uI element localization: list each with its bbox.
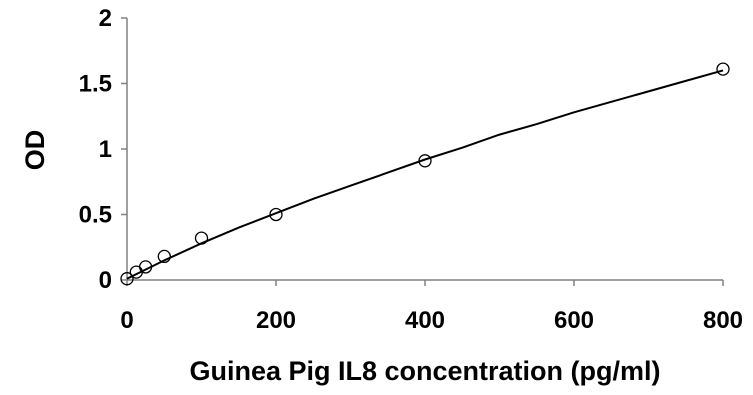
data-point (418, 154, 432, 168)
data-point (157, 249, 171, 264)
ticks: 0 0.5 1 1.5 2 0 200 400 600 800 (79, 5, 743, 334)
x-tick-label: 800 (703, 307, 743, 334)
x-tick-label: 200 (256, 307, 296, 334)
x-tick-label: 600 (554, 307, 594, 334)
trendline-path (126, 69, 724, 280)
x-tick-label: 400 (405, 307, 445, 334)
data-point (138, 260, 153, 274)
y-tick-label: 0.5 (79, 202, 112, 229)
y-tick-label: 1.5 (79, 71, 112, 98)
x-axis-title: Guinea Pig IL8 concentration (pg/ml) (189, 356, 660, 386)
data-point (120, 272, 134, 286)
data-points (120, 62, 730, 286)
y-tick-label: 0 (99, 267, 112, 294)
x-tick-label: 0 (120, 307, 133, 334)
y-axis-title: OD (20, 130, 50, 171)
axes (126, 18, 723, 281)
data-point (269, 207, 283, 222)
trendline (126, 69, 724, 280)
data-point (194, 231, 209, 245)
data-point (716, 62, 730, 76)
y-tick-label: 2 (99, 5, 112, 32)
y-tick-label: 1 (99, 136, 112, 163)
